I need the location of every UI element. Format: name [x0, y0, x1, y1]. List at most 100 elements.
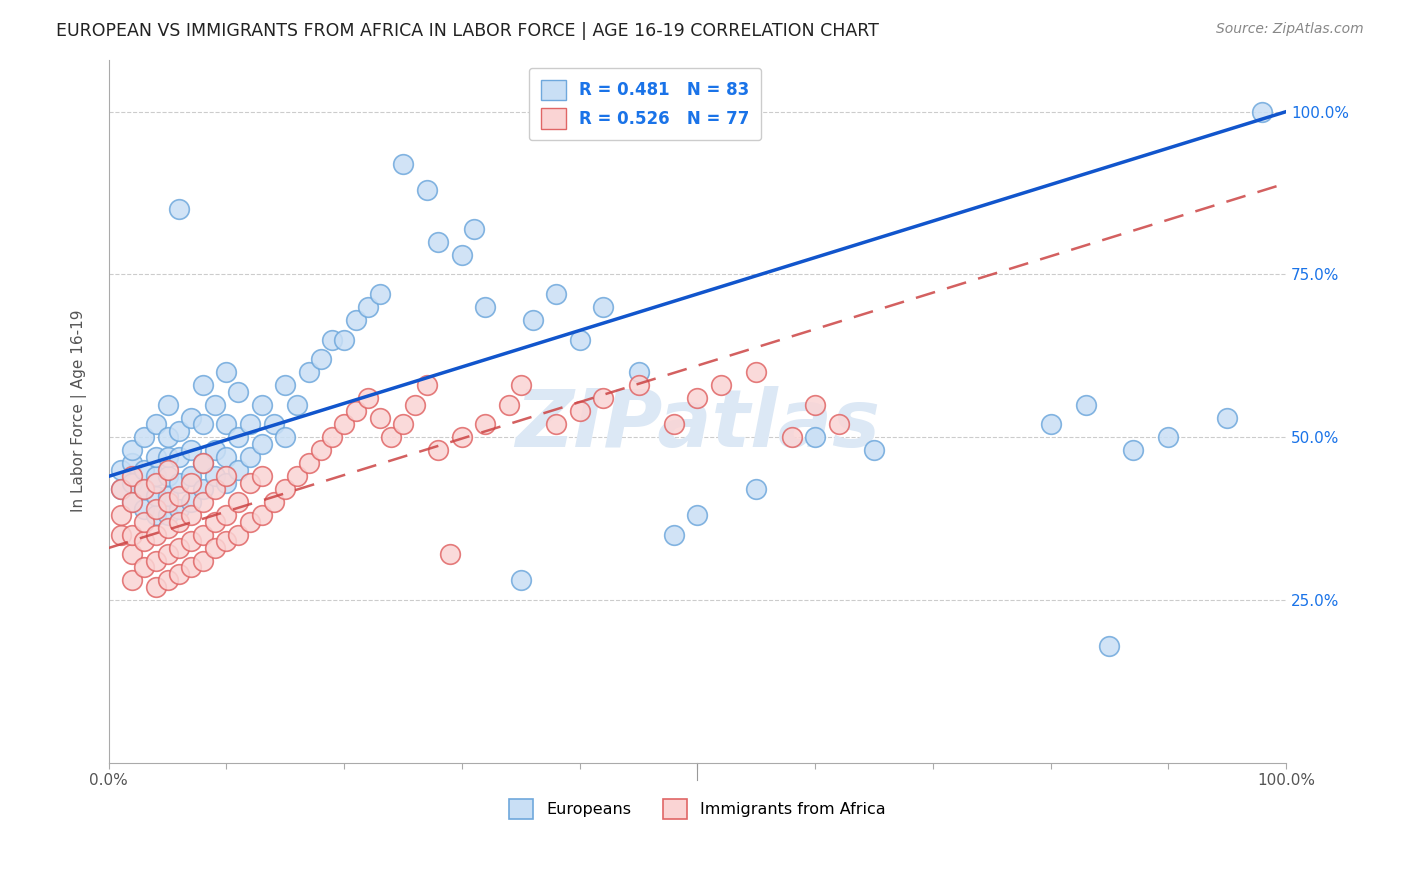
Europeans [333, 333, 356, 347]
Europeans [1039, 417, 1062, 432]
Europeans [463, 222, 485, 236]
Europeans [592, 300, 614, 314]
Europeans [226, 384, 249, 399]
Immigrants from Africa [474, 417, 496, 432]
Immigrants from Africa [110, 483, 132, 497]
Immigrants from Africa [121, 469, 143, 483]
Europeans [156, 430, 179, 444]
Europeans [274, 430, 297, 444]
Immigrants from Africa [145, 501, 167, 516]
Europeans [169, 501, 191, 516]
Europeans [239, 417, 262, 432]
Immigrants from Africa [121, 574, 143, 588]
Immigrants from Africa [333, 417, 356, 432]
Europeans [368, 287, 391, 301]
Immigrants from Africa [180, 475, 202, 490]
Immigrants from Africa [132, 483, 155, 497]
Immigrants from Africa [121, 495, 143, 509]
Immigrants from Africa [274, 483, 297, 497]
Europeans [686, 508, 709, 523]
Immigrants from Africa [156, 521, 179, 535]
Europeans [180, 495, 202, 509]
Immigrants from Africa [215, 469, 238, 483]
Immigrants from Africa [250, 508, 273, 523]
Europeans [226, 430, 249, 444]
Immigrants from Africa [439, 548, 461, 562]
Europeans [427, 235, 450, 249]
Europeans [121, 495, 143, 509]
Europeans [321, 333, 343, 347]
Europeans [156, 469, 179, 483]
Europeans [298, 365, 321, 379]
Europeans [215, 417, 238, 432]
Immigrants from Africa [191, 456, 214, 470]
Immigrants from Africa [226, 495, 249, 509]
Europeans [169, 424, 191, 438]
Immigrants from Africa [827, 417, 849, 432]
Immigrants from Africa [298, 456, 321, 470]
Europeans [745, 483, 768, 497]
Europeans [180, 469, 202, 483]
Europeans [145, 450, 167, 464]
Europeans [132, 430, 155, 444]
Immigrants from Africa [780, 430, 803, 444]
Immigrants from Africa [592, 391, 614, 405]
Europeans [344, 313, 367, 327]
Europeans [121, 475, 143, 490]
Immigrants from Africa [415, 378, 437, 392]
Immigrants from Africa [204, 541, 226, 555]
Immigrants from Africa [368, 410, 391, 425]
Immigrants from Africa [250, 469, 273, 483]
Immigrants from Africa [509, 378, 531, 392]
Europeans [191, 456, 214, 470]
Immigrants from Africa [191, 554, 214, 568]
Europeans [309, 352, 332, 367]
Immigrants from Africa [145, 580, 167, 594]
Immigrants from Africa [121, 548, 143, 562]
Europeans [180, 410, 202, 425]
Immigrants from Africa [156, 548, 179, 562]
Europeans [180, 443, 202, 458]
Immigrants from Africa [169, 541, 191, 555]
Europeans [132, 501, 155, 516]
Europeans [215, 450, 238, 464]
Europeans [863, 443, 886, 458]
Europeans [121, 443, 143, 458]
Europeans [1251, 104, 1274, 119]
Europeans [145, 469, 167, 483]
Europeans [204, 398, 226, 412]
Europeans [662, 528, 685, 542]
Immigrants from Africa [344, 404, 367, 418]
Europeans [156, 508, 179, 523]
Immigrants from Africa [169, 489, 191, 503]
Immigrants from Africa [546, 417, 568, 432]
Immigrants from Africa [710, 378, 733, 392]
Immigrants from Africa [145, 475, 167, 490]
Immigrants from Africa [191, 495, 214, 509]
Europeans [392, 157, 415, 171]
Europeans [226, 463, 249, 477]
Europeans [169, 475, 191, 490]
Immigrants from Africa [239, 475, 262, 490]
Europeans [156, 450, 179, 464]
Immigrants from Africa [568, 404, 591, 418]
Europeans [250, 398, 273, 412]
Europeans [250, 436, 273, 450]
Europeans [191, 417, 214, 432]
Immigrants from Africa [110, 528, 132, 542]
Immigrants from Africa [662, 417, 685, 432]
Europeans [132, 463, 155, 477]
Immigrants from Africa [180, 560, 202, 574]
Immigrants from Africa [121, 528, 143, 542]
Immigrants from Africa [132, 534, 155, 549]
Text: EUROPEAN VS IMMIGRANTS FROM AFRICA IN LABOR FORCE | AGE 16-19 CORRELATION CHART: EUROPEAN VS IMMIGRANTS FROM AFRICA IN LA… [56, 22, 879, 40]
Europeans [156, 398, 179, 412]
Immigrants from Africa [404, 398, 426, 412]
Europeans [263, 417, 285, 432]
Legend: Europeans, Immigrants from Africa: Europeans, Immigrants from Africa [503, 793, 891, 825]
Immigrants from Africa [156, 463, 179, 477]
Immigrants from Africa [226, 528, 249, 542]
Europeans [169, 450, 191, 464]
Europeans [474, 300, 496, 314]
Europeans [239, 450, 262, 464]
